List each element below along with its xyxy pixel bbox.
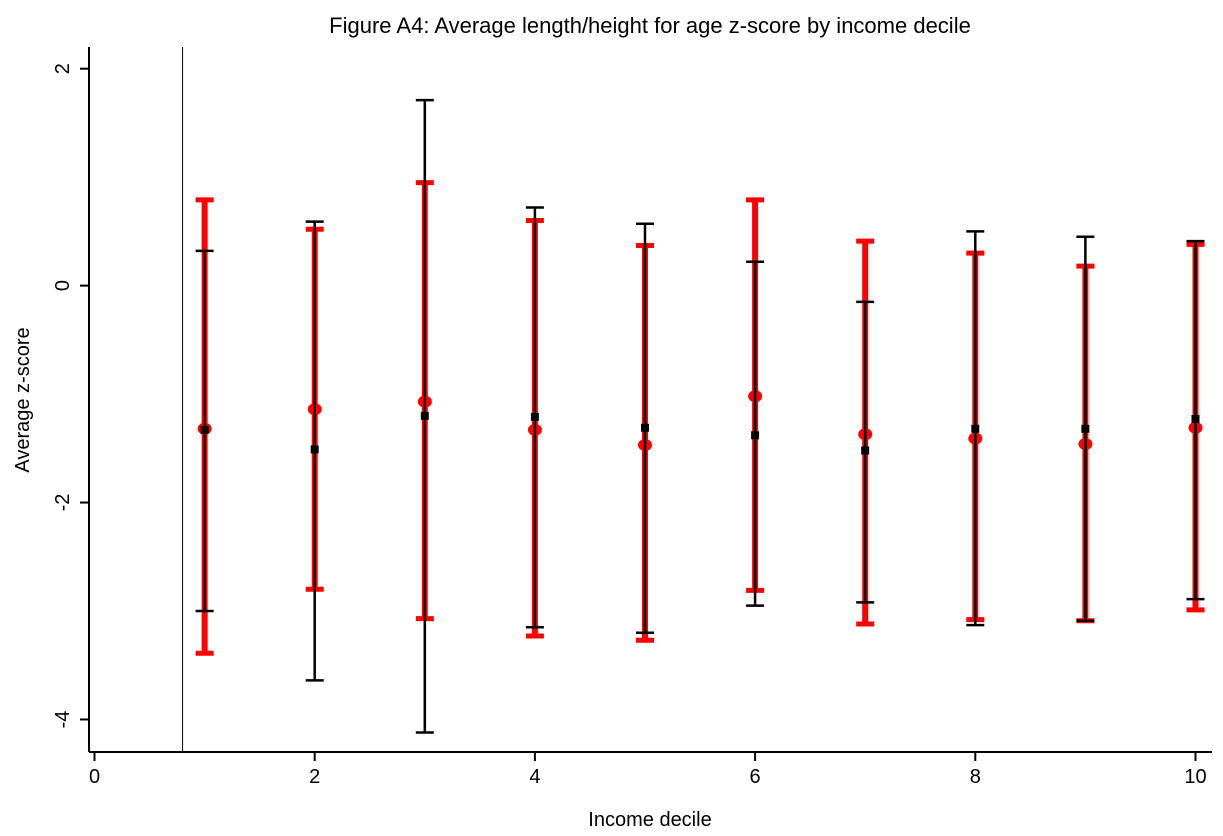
x-tick-label: 0	[89, 766, 100, 788]
mean-point	[1191, 415, 1200, 424]
series-layer	[195, 98, 1205, 734]
mean-point	[310, 445, 319, 454]
y-tick-label: 2	[52, 63, 74, 74]
y-tick-label: -2	[52, 494, 74, 512]
x-axis: 0 2 4 6 8 10	[89, 751, 1212, 788]
mean-point	[640, 423, 649, 432]
x-tick-label: 10	[1184, 766, 1206, 788]
mean-point	[861, 446, 870, 455]
y-tick-label: -4	[52, 711, 74, 729]
x-tick-label: 8	[970, 766, 981, 788]
mean-point	[200, 425, 209, 434]
mean-point	[751, 431, 760, 440]
mean-point	[420, 411, 429, 420]
mean-point	[1081, 424, 1090, 433]
mean-point	[971, 424, 980, 433]
x-tick-label: 6	[750, 766, 761, 788]
y-axis: 2 0 -2 -4	[52, 47, 90, 752]
y-tick-label: 0	[52, 280, 74, 291]
mean-point	[530, 412, 539, 421]
y-axis-label: Average z-score	[12, 327, 34, 472]
plot-area	[89, 47, 1212, 752]
x-axis-label: Income decile	[588, 809, 711, 831]
x-tick-label: 4	[529, 766, 540, 788]
series-black	[195, 98, 1205, 734]
plot-background	[89, 47, 1212, 752]
x-tick-label: 2	[309, 766, 320, 788]
chart-title: Figure A4: Average length/height for age…	[329, 13, 971, 38]
